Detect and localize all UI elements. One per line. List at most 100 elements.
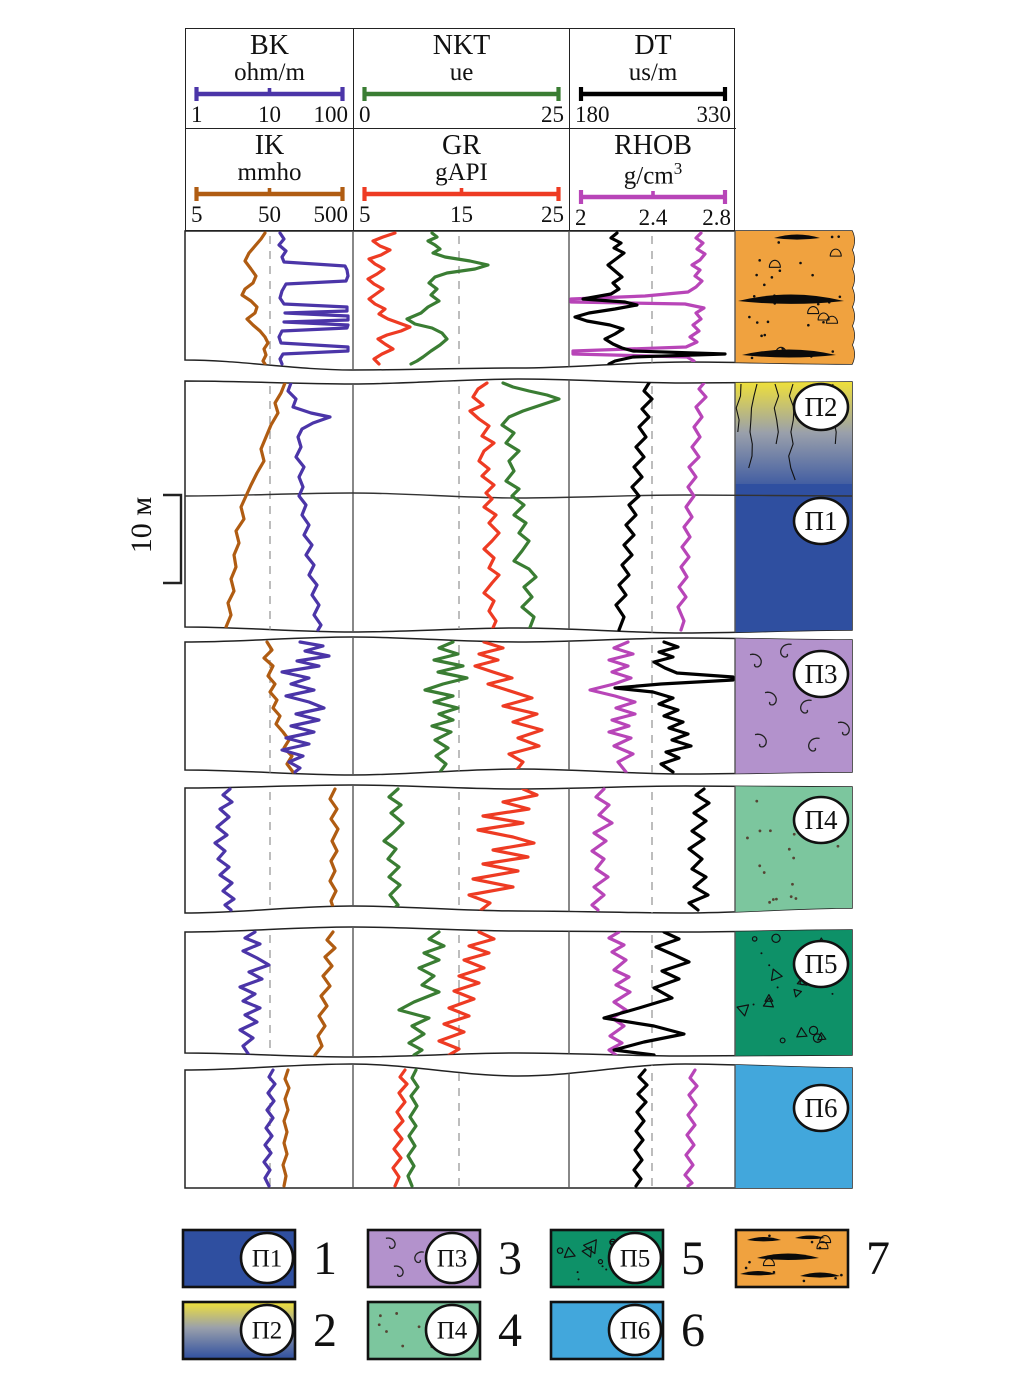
curve-tracks [262, 1068, 699, 1188]
curve-rhob [607, 930, 632, 1057]
curve-nkt [500, 381, 561, 632]
curve-gr [366, 231, 412, 366]
log-panel-e: П5 [184, 926, 853, 1058]
scale-tick-label: 2.8 [702, 205, 731, 230]
lithology-column [735, 1064, 852, 1188]
curve-nkt [397, 930, 446, 1057]
log-name: NKT [432, 30, 491, 61]
log-name: BK [250, 30, 289, 61]
lithology-badge-label: П6 [620, 1318, 651, 1345]
scale-tick-label: 2.4 [638, 205, 668, 230]
scale-tick-label: 25 [541, 201, 564, 227]
log-name: RHOB [614, 129, 692, 161]
curve-ik [224, 381, 287, 632]
legend-pattern-orange-lenses [740, 1234, 843, 1283]
scale-tick-label: 50 [258, 201, 281, 227]
log-unit: g/cm3 [570, 160, 736, 188]
curve-gr [467, 787, 539, 912]
curve-bk [262, 1068, 277, 1188]
curve-nkt [423, 640, 469, 774]
log-unit: us/m [570, 60, 736, 85]
scale-line [194, 87, 345, 101]
curve-dt [573, 231, 727, 366]
legend-number: 1 [313, 1232, 337, 1285]
legend-number: 7 [866, 1232, 890, 1285]
curve-gr [391, 1068, 409, 1188]
curve-nkt [382, 787, 405, 912]
depth-scale-bracket [163, 493, 183, 585]
curve-bk [213, 787, 236, 912]
scale-ticks: 180 330 [570, 103, 736, 127]
depth-scale-label: 10 м [125, 496, 158, 554]
lithology-badge-label: П5 [805, 949, 838, 979]
log-unit-text: gAPI [435, 158, 488, 186]
log-unit-text: ue [449, 59, 474, 86]
legend-item-2: П2 2 [181, 1297, 337, 1364]
curve-dt [687, 787, 711, 912]
legend-swatch: П2 [181, 1300, 297, 1361]
lithology-badge-label: П2 [252, 1318, 283, 1345]
log-panel-b: П2 П1 [184, 378, 853, 634]
log-name: IK [254, 129, 285, 161]
scale-tick-label: 5 [359, 201, 371, 227]
curve-bk [277, 231, 350, 366]
log-unit: mmho [186, 160, 353, 185]
legend-item-4: П4 4 [366, 1297, 522, 1364]
lithology-badge-label: П2 [805, 392, 838, 422]
log-panel-a [184, 230, 855, 371]
curve-tracks [213, 787, 711, 912]
lithology-badge-label: П3 [437, 1246, 468, 1273]
lithology-badge-label: П4 [437, 1318, 468, 1345]
scale-line [362, 87, 561, 101]
scale-tick-label: 0 [359, 102, 371, 127]
curve-dt [613, 640, 735, 774]
legend-swatch: П3 [366, 1228, 482, 1289]
scale-tick-label: 2 [575, 205, 587, 230]
curve-bk [286, 381, 332, 632]
lithology-badge-label: П5 [620, 1246, 651, 1273]
legend-number: 6 [681, 1304, 705, 1357]
scale-cell-nkt: NKT ue 0 25 [354, 29, 570, 129]
lithology-badge-label: П4 [805, 805, 838, 835]
lithology-badge-label: П6 [805, 1093, 838, 1123]
curve-dt [614, 381, 654, 632]
scale-tick-label: 10 [258, 102, 281, 127]
scale-ticks: 0 25 [354, 103, 569, 127]
scale-ticks: 5 50 500 [186, 201, 353, 227]
scale-cell-rhob: RHOB g/cm3 2 2.4 2.8 [570, 129, 736, 230]
legend-number: 5 [681, 1232, 705, 1285]
legend-number: 3 [498, 1232, 522, 1285]
curve-nkt [406, 1068, 420, 1188]
lithology-pattern-orange-lenses [738, 234, 844, 360]
legend-swatch: П5 [549, 1228, 665, 1289]
log-unit: ohm/m [186, 60, 353, 85]
log-name: GR [442, 129, 481, 161]
lithology-column [735, 637, 852, 775]
lithology-badge-label: П1 [252, 1246, 283, 1273]
curve-rhob [683, 1068, 699, 1188]
curve-dt [602, 930, 691, 1057]
curve-ik [240, 231, 270, 366]
legend-swatch: П6 [549, 1300, 665, 1361]
scale-tick-label: 500 [313, 201, 349, 227]
scale-line [362, 186, 561, 201]
log-unit-text: ohm/m [234, 59, 305, 86]
scale-tick-label: 5 [191, 201, 203, 227]
legend-number: 4 [498, 1304, 522, 1357]
curve-dt [632, 1068, 649, 1188]
legend-swatch: П1 [181, 1228, 297, 1289]
curve-gr [473, 640, 544, 774]
legend-swatch [734, 1228, 850, 1289]
curve-nkt [405, 231, 490, 366]
lithology-badge-label: П3 [805, 659, 838, 689]
log-unit-sup: 3 [673, 158, 683, 178]
lithology-pattern-mint-dots [746, 799, 846, 904]
log-unit-text: mmho [237, 158, 302, 186]
log-panel-f: П6 [184, 1063, 853, 1189]
scale-tick-label: 100 [313, 102, 349, 127]
log-scales-header: BK ohm/m 1 10 100 NKT ue 0 25 DT us/m 180 330 IK mmho 5… [185, 28, 736, 231]
scale-ticks: 2 2.4 2.8 [570, 206, 736, 230]
log-panel-d: П4 [184, 784, 853, 914]
scale-line [578, 87, 728, 101]
